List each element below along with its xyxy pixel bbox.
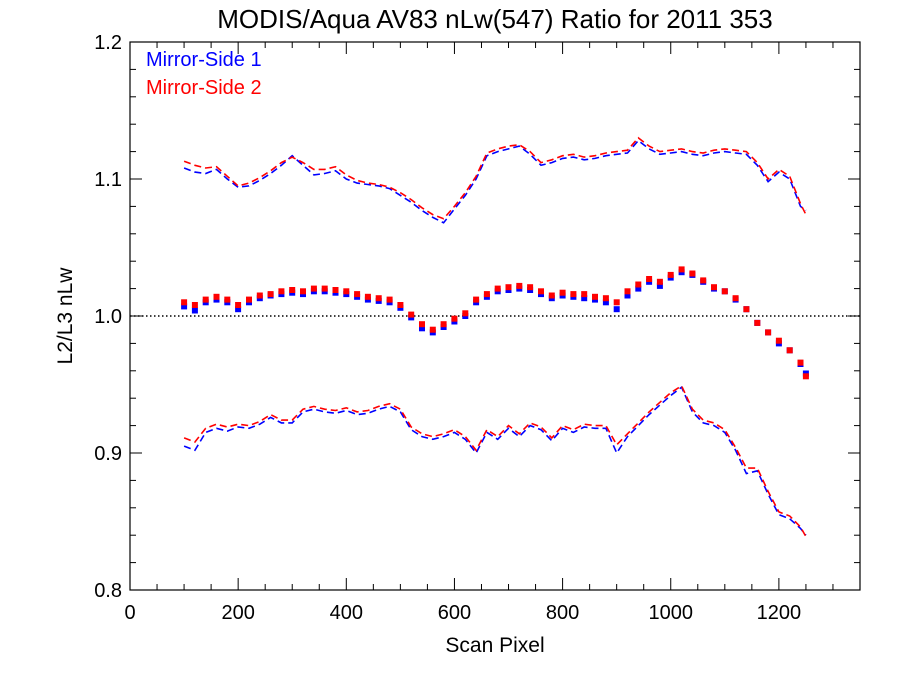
- data-point-s1-44: [656, 278, 663, 285]
- data-point-s1-39: [602, 295, 609, 302]
- plot-area: 0 200 400 600 800 1000 1200 0.8 0.9 1.0 1.1 1.2: [94, 32, 861, 624]
- data-point-s1-58: [802, 373, 809, 380]
- data-point-s1-20: [397, 302, 404, 308]
- data-point-s1-33: [538, 288, 544, 295]
- data-point-s0-22: [419, 325, 425, 332]
- data-point-s1-37: [581, 291, 588, 298]
- data-point-s1-9: [278, 288, 285, 295]
- data-point-s1-50: [721, 288, 728, 295]
- data-point-s1-30: [505, 284, 512, 291]
- data-point-s1-45: [667, 271, 674, 278]
- y-tick-label: 0.8: [94, 580, 122, 602]
- data-point-s1-57: [797, 359, 804, 366]
- x-tick-label: 600: [438, 602, 471, 624]
- data-point-s1-27: [473, 296, 480, 303]
- data-point-s1-8: [267, 291, 274, 298]
- data-point-s1-51: [732, 295, 739, 302]
- x-tick-label: 1200: [757, 602, 802, 624]
- data-point-s1-14: [332, 287, 339, 293]
- data-point-s1-24: [440, 321, 447, 328]
- data-point-s0-5: [235, 306, 242, 313]
- x-tick-label: 200: [221, 602, 254, 624]
- data-point-s1-36: [570, 291, 577, 298]
- series-line-4: [183, 385, 807, 536]
- data-point-s1-11: [300, 288, 306, 295]
- data-point-s0-37: [581, 295, 588, 302]
- data-point-s1-21: [408, 311, 415, 318]
- data-point-s1-4: [224, 296, 231, 303]
- data-point-s1-28: [483, 291, 490, 298]
- data-point-s0-44: [656, 282, 663, 289]
- y-tick-label: 0.9: [94, 443, 122, 465]
- data-point-s0-39: [602, 299, 609, 306]
- data-point-s1-31: [516, 282, 523, 289]
- data-point-s1-3: [213, 293, 220, 300]
- data-point-s1-17: [364, 293, 371, 300]
- data-point-s0-0: [181, 303, 188, 310]
- data-point-s1-55: [775, 337, 782, 344]
- data-point-s1-0: [181, 299, 188, 306]
- data-point-s1-35: [559, 289, 566, 296]
- data-point-s1-53: [754, 319, 761, 326]
- legend-entry-ms2: Mirror-Side 2: [146, 77, 262, 99]
- data-point-s1-38: [592, 293, 598, 300]
- data-point-s1-12: [310, 285, 317, 292]
- y-tick-label: 1.2: [94, 32, 122, 54]
- legend-entry-ms1: Mirror-Side 1: [146, 49, 262, 71]
- data-point-s1-10: [289, 287, 296, 293]
- data-point-s1-32: [527, 284, 534, 291]
- data-point-s1-43: [646, 276, 653, 282]
- data-point-s1-25: [451, 315, 458, 322]
- data-point-s1-22: [419, 321, 425, 328]
- data-point-s1-41: [624, 288, 631, 295]
- data-point-s1-42: [635, 281, 642, 288]
- data-point-s1-16: [354, 291, 361, 298]
- data-point-s1-48: [700, 277, 707, 284]
- x-tick-label: 800: [546, 602, 579, 624]
- data-point-s1-29: [494, 285, 501, 292]
- chart-title: MODIS/Aqua AV83 nLw(547) Ratio for 2011 …: [217, 4, 772, 34]
- data-point-s0-42: [635, 285, 642, 292]
- data-point-s1-49: [711, 284, 717, 291]
- data-point-s1-15: [343, 288, 350, 295]
- data-point-s1-19: [386, 296, 393, 303]
- data-point-s1-26: [462, 310, 469, 317]
- data-point-s1-1: [191, 302, 198, 308]
- data-point-s0-40: [613, 306, 620, 313]
- data-point-s1-2: [202, 296, 209, 303]
- data-point-s1-18: [375, 295, 382, 302]
- data-point-s1-5: [235, 302, 242, 308]
- data-point-s1-47: [689, 270, 696, 277]
- data-point-s1-23: [429, 326, 436, 333]
- data-point-s1-46: [678, 266, 685, 273]
- series-line-2: [183, 139, 807, 224]
- y-tick-label: 1.0: [94, 306, 122, 328]
- data-point-s1-13: [321, 285, 328, 292]
- data-point-s1-7: [256, 292, 263, 299]
- x-axis-label: Scan Pixel: [445, 634, 544, 657]
- x-tick-label: 0: [124, 602, 135, 624]
- x-tick-label: 400: [330, 602, 363, 624]
- y-axis-label: L2/L3 nLw: [54, 267, 77, 365]
- data-point-s1-40: [613, 299, 620, 306]
- data-point-s0-1: [191, 307, 198, 314]
- data-point-s1-52: [743, 306, 750, 313]
- data-point-s0-41: [624, 292, 631, 299]
- data-point-s1-34: [548, 292, 555, 299]
- data-point-s1-56: [786, 347, 793, 354]
- data-point-s1-54: [765, 329, 772, 336]
- y-tick-label: 1.1: [94, 169, 122, 191]
- x-tick-label: 1000: [648, 602, 693, 624]
- data-point-s1-6: [246, 296, 252, 303]
